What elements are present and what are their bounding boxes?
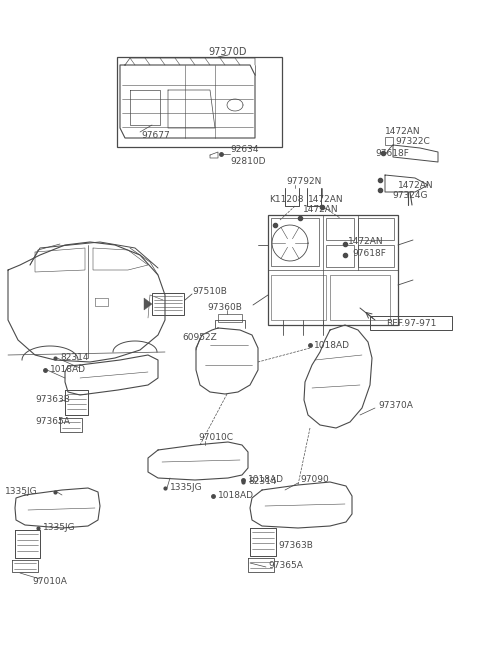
Bar bbox=[330, 275, 390, 320]
Text: 1472AN: 1472AN bbox=[398, 180, 433, 190]
Text: 1335JG: 1335JG bbox=[170, 483, 203, 493]
Text: 97510B: 97510B bbox=[192, 287, 227, 295]
Polygon shape bbox=[144, 298, 152, 310]
Text: 82314: 82314 bbox=[60, 354, 88, 363]
Bar bbox=[370, 316, 452, 330]
Text: 1018AD: 1018AD bbox=[218, 491, 254, 501]
Text: 92634: 92634 bbox=[230, 146, 259, 155]
Text: REF.97-971: REF.97-971 bbox=[386, 319, 436, 327]
Text: 97677: 97677 bbox=[141, 131, 170, 140]
Text: 1018AD: 1018AD bbox=[50, 365, 86, 375]
Bar bbox=[326, 218, 354, 240]
Text: 97365A: 97365A bbox=[268, 560, 303, 569]
Text: 1472AN: 1472AN bbox=[308, 195, 344, 205]
Text: 97324G: 97324G bbox=[392, 192, 428, 201]
Bar bbox=[117, 57, 282, 147]
Text: 1472AN: 1472AN bbox=[348, 237, 384, 247]
Bar bbox=[358, 218, 394, 240]
Text: 97360B: 97360B bbox=[207, 302, 242, 312]
Bar bbox=[385, 137, 393, 145]
Bar bbox=[268, 215, 398, 325]
Text: 97322C: 97322C bbox=[395, 136, 430, 146]
Text: 97365A: 97365A bbox=[35, 417, 70, 426]
Text: 1472AN: 1472AN bbox=[303, 205, 338, 215]
Text: 60952Z: 60952Z bbox=[182, 333, 217, 342]
Bar bbox=[218, 314, 242, 322]
Text: 1018AD: 1018AD bbox=[314, 340, 350, 350]
Text: 97618F: 97618F bbox=[375, 148, 409, 157]
Text: 97363B: 97363B bbox=[278, 541, 313, 550]
Bar bbox=[326, 245, 354, 267]
Text: 1018AD: 1018AD bbox=[248, 476, 284, 485]
Text: 1335JG: 1335JG bbox=[43, 523, 76, 533]
Bar bbox=[271, 275, 326, 320]
Text: 1335JG: 1335JG bbox=[5, 487, 37, 497]
Text: 97010C: 97010C bbox=[198, 434, 233, 443]
Text: K11208: K11208 bbox=[269, 195, 303, 205]
Bar bbox=[152, 293, 184, 315]
Text: 82314: 82314 bbox=[248, 478, 276, 487]
Text: 92810D: 92810D bbox=[230, 157, 265, 165]
Text: 97618F: 97618F bbox=[352, 249, 386, 258]
Text: 97363B: 97363B bbox=[35, 396, 70, 405]
Text: 1472AN: 1472AN bbox=[385, 127, 420, 136]
Text: 97792N: 97792N bbox=[286, 178, 322, 186]
Text: 97370A: 97370A bbox=[378, 401, 413, 409]
Text: 97010A: 97010A bbox=[33, 577, 67, 586]
Bar bbox=[271, 218, 319, 266]
Bar bbox=[358, 245, 394, 267]
Text: 97370D: 97370D bbox=[209, 47, 247, 57]
Text: 97090: 97090 bbox=[300, 476, 329, 485]
